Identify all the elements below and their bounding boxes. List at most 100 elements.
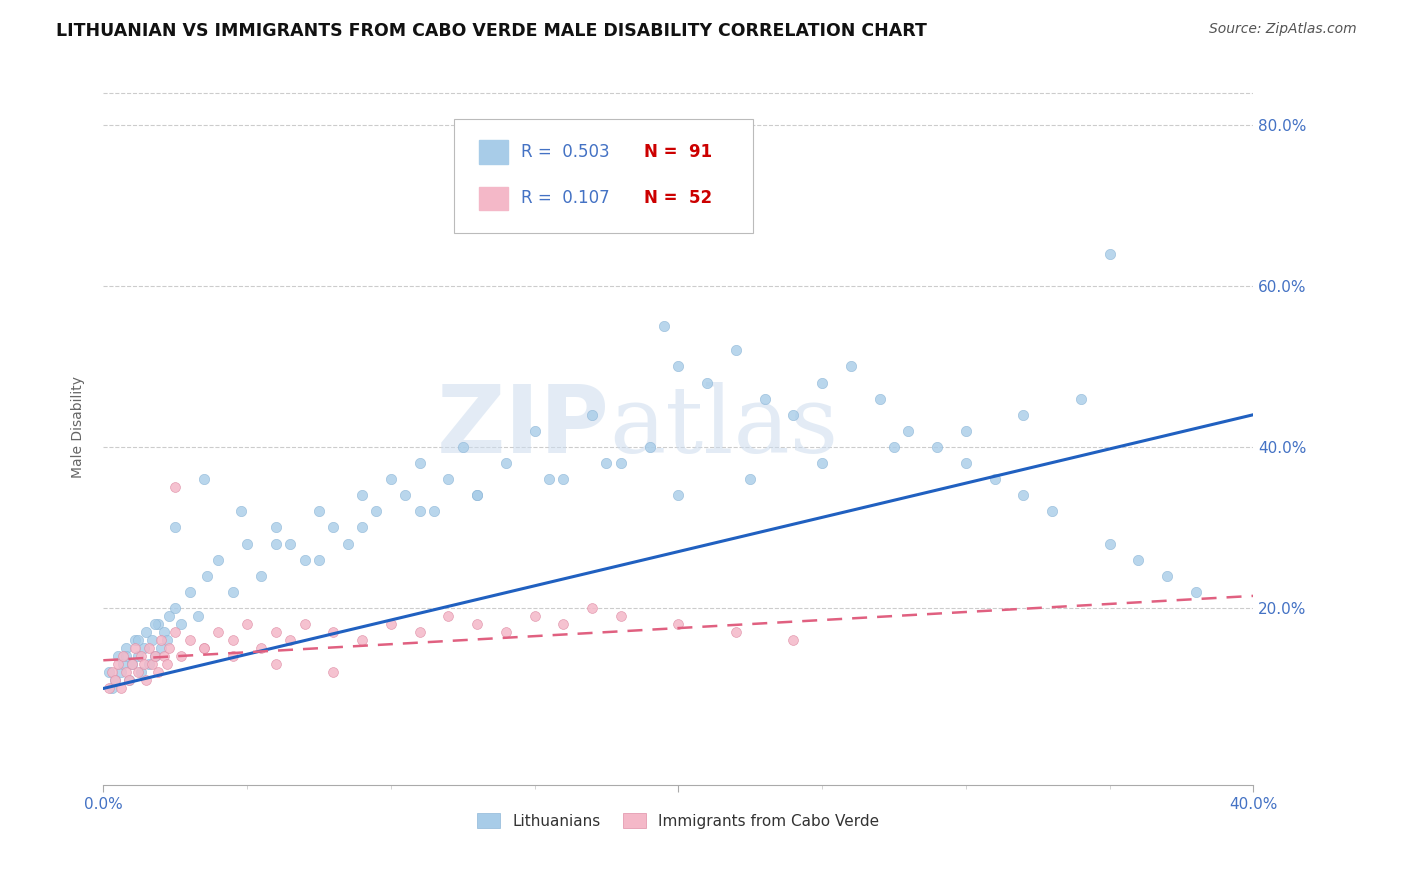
Point <box>118 673 141 688</box>
Point <box>135 625 157 640</box>
Point <box>652 319 675 334</box>
Point <box>294 552 316 566</box>
Point <box>1012 408 1035 422</box>
Point <box>308 552 330 566</box>
Point <box>143 617 166 632</box>
Point <box>231 504 253 518</box>
Text: R =  0.107: R = 0.107 <box>520 189 609 207</box>
Point <box>132 641 155 656</box>
Point <box>883 440 905 454</box>
Point <box>811 376 834 390</box>
Point <box>221 633 243 648</box>
Point <box>193 641 215 656</box>
Point <box>129 649 152 664</box>
Point <box>666 617 689 632</box>
Point <box>610 456 633 470</box>
Point <box>983 472 1005 486</box>
Point <box>1040 504 1063 518</box>
Point <box>754 392 776 406</box>
Point <box>638 440 661 454</box>
Point <box>146 665 169 680</box>
Point <box>1070 392 1092 406</box>
Point <box>523 214 546 228</box>
Point <box>141 633 163 648</box>
Point <box>523 609 546 624</box>
Point <box>250 568 273 582</box>
Point <box>839 359 862 374</box>
Point <box>236 536 259 550</box>
Point <box>193 641 215 656</box>
Point <box>101 665 124 680</box>
Point <box>581 408 603 422</box>
Point <box>451 440 474 454</box>
Point <box>170 617 193 632</box>
Point <box>740 472 762 486</box>
Point <box>138 641 160 656</box>
Point <box>207 625 229 640</box>
Point <box>124 633 146 648</box>
Point <box>187 609 209 624</box>
Point <box>724 625 747 640</box>
Point <box>278 536 301 550</box>
Point <box>811 456 834 470</box>
Point <box>437 609 460 624</box>
Point <box>322 665 344 680</box>
Point <box>897 424 920 438</box>
Point <box>115 665 138 680</box>
Point <box>101 681 124 696</box>
Point <box>495 456 517 470</box>
Point <box>132 657 155 672</box>
Point <box>157 641 180 656</box>
Point <box>495 625 517 640</box>
Point <box>115 649 138 664</box>
Point <box>143 649 166 664</box>
Text: N =  91: N = 91 <box>644 144 711 161</box>
Point <box>595 456 617 470</box>
Point <box>1156 568 1178 582</box>
Point <box>782 408 804 422</box>
Point <box>104 673 127 688</box>
Point <box>112 649 135 664</box>
Point <box>141 657 163 672</box>
Point <box>98 681 121 696</box>
Y-axis label: Male Disability: Male Disability <box>72 376 86 478</box>
Text: LITHUANIAN VS IMMIGRANTS FROM CABO VERDE MALE DISABILITY CORRELATION CHART: LITHUANIAN VS IMMIGRANTS FROM CABO VERDE… <box>56 22 927 40</box>
Point <box>110 665 132 680</box>
Point <box>423 504 446 518</box>
Point <box>179 585 201 599</box>
Point <box>149 633 172 648</box>
Point <box>1128 552 1150 566</box>
Point <box>782 633 804 648</box>
Point <box>127 665 149 680</box>
Point <box>104 673 127 688</box>
Point <box>107 657 129 672</box>
Point <box>170 649 193 664</box>
Text: atlas: atlas <box>609 382 838 472</box>
Point <box>394 488 416 502</box>
Point <box>308 504 330 518</box>
Point <box>278 633 301 648</box>
Point <box>195 568 218 582</box>
Point <box>127 633 149 648</box>
Point <box>250 641 273 656</box>
Text: ZIP: ZIP <box>436 381 609 473</box>
Point <box>350 520 373 534</box>
Point <box>165 601 187 615</box>
Point <box>869 392 891 406</box>
Text: R =  0.503: R = 0.503 <box>520 144 609 161</box>
Point <box>955 424 977 438</box>
Point <box>1098 536 1121 550</box>
Point <box>610 198 633 212</box>
Point <box>408 625 430 640</box>
Point <box>581 601 603 615</box>
Point <box>380 617 402 632</box>
Text: N =  52: N = 52 <box>644 189 711 207</box>
Point <box>98 665 121 680</box>
Point <box>179 633 201 648</box>
Point <box>143 649 166 664</box>
Bar <box>479 186 508 210</box>
Point <box>118 673 141 688</box>
Point <box>127 649 149 664</box>
Point <box>408 456 430 470</box>
Text: Source: ZipAtlas.com: Source: ZipAtlas.com <box>1209 22 1357 37</box>
